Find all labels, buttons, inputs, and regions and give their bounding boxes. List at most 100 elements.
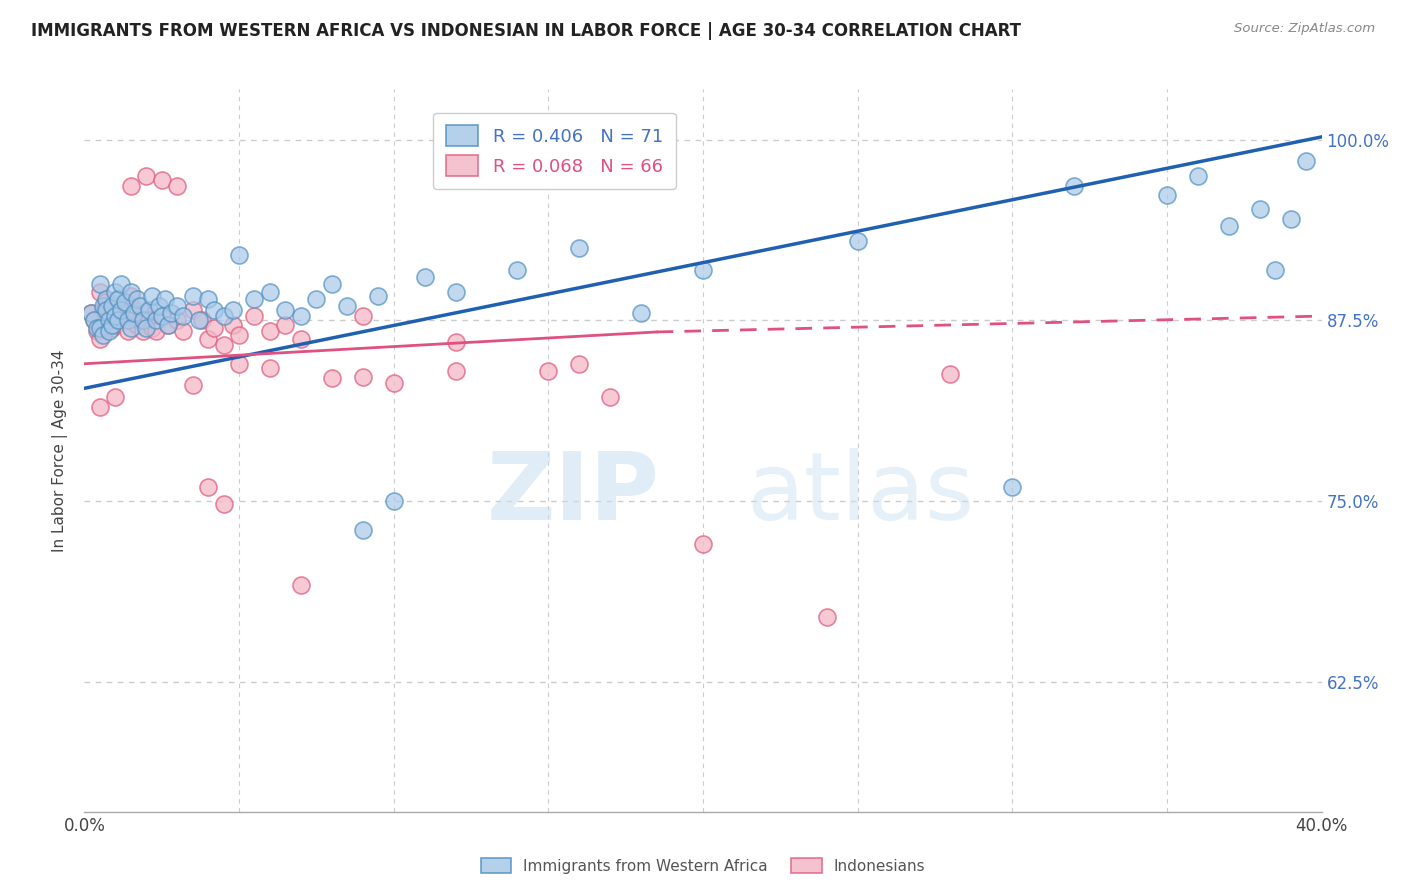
Point [413,270,436,285]
Point [382,376,405,390]
Point [110,306,132,320]
Point [1001,480,1024,494]
Point [181,289,204,303]
Point [135,306,157,320]
Point [98,324,121,338]
Point [89,277,111,292]
Point [129,299,152,313]
Point [150,309,173,323]
Point [138,303,160,318]
Point [94,294,117,309]
Point [305,292,328,306]
Point [197,480,219,494]
Point [89,320,111,334]
Point [104,299,127,313]
Y-axis label: In Labor Force | Age 30-34: In Labor Force | Age 30-34 [52,349,69,552]
Point [367,289,389,303]
Point [692,262,714,277]
Point [166,313,188,327]
Point [89,400,111,414]
Point [120,285,142,299]
Point [228,248,250,262]
Point [290,578,312,592]
Point [114,294,136,309]
Point [172,324,194,338]
Point [568,241,591,255]
Point [125,292,148,306]
Point [150,173,173,187]
Point [212,338,235,352]
Text: Source: ZipAtlas.com: Source: ZipAtlas.com [1234,22,1375,36]
Point [1249,202,1271,216]
Point [135,169,157,183]
Point [129,313,152,327]
Text: atlas: atlas [747,448,974,540]
Point [104,285,127,299]
Point [148,299,170,313]
Point [120,309,142,323]
Point [120,289,142,303]
Point [274,318,297,332]
Point [83,313,105,327]
Point [91,320,114,334]
Text: ZIP: ZIP [486,448,659,540]
Point [156,318,179,332]
Point [352,309,374,323]
Point [444,285,467,299]
Point [243,309,266,323]
Point [114,313,136,327]
Point [1295,154,1317,169]
Point [110,277,132,292]
Point [1218,219,1240,234]
Point [243,292,266,306]
Point [94,303,117,318]
Point [1063,179,1085,194]
Point [120,179,142,194]
Point [91,327,114,342]
Point [94,313,117,327]
Point [321,277,343,292]
Point [125,318,148,332]
Point [104,390,127,404]
Point [83,313,105,327]
Point [228,327,250,342]
Point [86,320,108,334]
Point [191,313,214,327]
Point [141,289,163,303]
Point [187,313,209,327]
Point [79,306,101,320]
Point [352,523,374,537]
Text: IMMIGRANTS FROM WESTERN AFRICA VS INDONESIAN IN LABOR FORCE | AGE 30-34 CORRELAT: IMMIGRANTS FROM WESTERN AFRICA VS INDONE… [31,22,1021,40]
Point [122,303,145,318]
Point [1264,262,1286,277]
Point [166,179,188,194]
Point [117,313,139,327]
Point [132,313,155,327]
Point [1279,212,1302,227]
Point [135,320,157,334]
Point [107,292,129,306]
Point [172,309,194,323]
Point [352,369,374,384]
Point [290,332,312,346]
Point [79,306,101,320]
Point [444,335,467,350]
Point [382,494,405,508]
Point [117,324,139,338]
Point [259,285,281,299]
Point [336,299,359,313]
Point [599,390,621,404]
Point [212,497,235,511]
Point [202,303,225,318]
Point [122,306,145,320]
Point [145,324,167,338]
Point [815,609,838,624]
Point [1187,169,1209,183]
Point [94,292,117,306]
Point [98,313,121,327]
Point [138,313,160,327]
Point [1156,187,1178,202]
Point [259,324,281,338]
Point [630,306,652,320]
Point [259,361,281,376]
